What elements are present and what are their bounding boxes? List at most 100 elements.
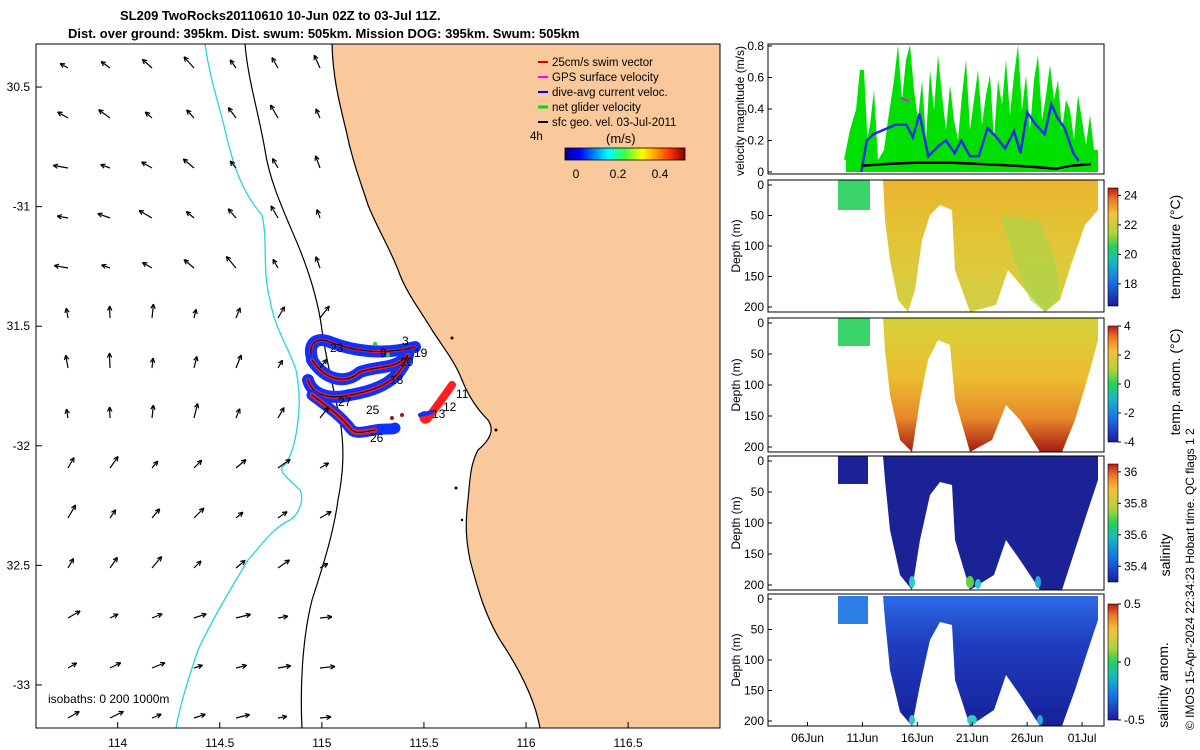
current-vector bbox=[235, 664, 247, 669]
current-vector-head bbox=[240, 459, 247, 465]
waypoint-label: 18 bbox=[390, 373, 404, 387]
current-vector bbox=[277, 715, 287, 719]
temp-anom-y-label: Depth (m) bbox=[729, 358, 743, 411]
current-vector bbox=[277, 407, 285, 419]
map-x-tick-label: 114.5 bbox=[205, 736, 234, 750]
current-vector-head bbox=[107, 406, 113, 412]
current-vector bbox=[277, 306, 286, 319]
current-vector bbox=[235, 559, 246, 569]
current-vector bbox=[182, 158, 195, 169]
current-vector bbox=[151, 613, 163, 619]
current-vector bbox=[193, 309, 197, 319]
current-vector-head bbox=[270, 205, 276, 211]
salinity-anom-block-early bbox=[838, 596, 868, 624]
current-vector-head bbox=[149, 357, 156, 363]
colorbar-tick-label: 0.5 bbox=[1124, 597, 1141, 611]
current-vector bbox=[57, 215, 69, 219]
colorbar-tick-label: 18 bbox=[1124, 277, 1138, 291]
colorbar-tick-label: -0.5 bbox=[1124, 713, 1145, 727]
current-vector bbox=[235, 354, 242, 369]
map-y-ticks: 30.5 -31 31.5 -32 32.5 -33 bbox=[7, 80, 42, 692]
current-vector-head bbox=[152, 460, 159, 467]
map-x-tick-label: 116.5 bbox=[614, 736, 643, 750]
depth-tick-label: 100 bbox=[744, 378, 764, 392]
current-vector bbox=[65, 355, 69, 369]
current-vector-head bbox=[241, 663, 248, 669]
current-vector-head bbox=[141, 261, 148, 267]
salinity-block-main bbox=[883, 456, 1098, 590]
current-vector-head bbox=[322, 562, 329, 568]
current-vector-head bbox=[327, 614, 333, 620]
current-vector-head bbox=[154, 508, 161, 514]
depth-tick-label: 100 bbox=[744, 653, 764, 667]
depth-tick-label: 0 bbox=[757, 178, 764, 192]
current-vector bbox=[185, 211, 195, 219]
depth-tick-label: 200 bbox=[744, 440, 764, 454]
current-vector-head bbox=[56, 214, 63, 220]
current-vector-head bbox=[229, 59, 235, 65]
depth-tick-label: 50 bbox=[751, 485, 765, 499]
depth-tick-label: 150 bbox=[744, 547, 764, 561]
current-vector bbox=[270, 205, 279, 219]
colorbar-tick-label: 0 bbox=[1124, 377, 1131, 391]
salinity-colorbar-label: salinity bbox=[1157, 534, 1173, 577]
current-vector-head bbox=[324, 305, 330, 312]
figure-title-line-2: Dist. over ground: 395km. Dist. swum: 50… bbox=[68, 26, 580, 41]
current-vector bbox=[101, 264, 111, 269]
salinity-anom-panel: Depth (m) salinity anom. 06Jun 11Jun 16Jun… bbox=[729, 593, 1171, 745]
current-vector-head bbox=[74, 710, 80, 716]
current-vector bbox=[316, 209, 321, 219]
current-vector-head bbox=[64, 408, 70, 415]
current-vector-head bbox=[112, 556, 119, 563]
current-vector bbox=[277, 458, 291, 469]
velocity-y-ticks: 0 0.2 0.4 0.6 0.8 bbox=[747, 39, 772, 179]
current-vector-head bbox=[330, 664, 336, 670]
colorbar-tick-label: -2 bbox=[1124, 406, 1135, 420]
salinity-panel: Depth (m) salinity bbox=[729, 455, 1173, 591]
current-vector-head bbox=[157, 612, 163, 618]
current-vector-head bbox=[237, 354, 243, 361]
depth-tick-label: 200 bbox=[744, 714, 764, 728]
speed-colorbar-unit: (m/s) bbox=[606, 131, 636, 146]
track-segment-south bbox=[306, 389, 401, 438]
current-vector-head bbox=[227, 106, 234, 113]
current-vector bbox=[235, 613, 251, 619]
net-glider-velocity-band bbox=[846, 45, 1098, 172]
current-vector bbox=[151, 460, 159, 469]
current-vector bbox=[319, 406, 330, 419]
current-vector-head bbox=[97, 212, 103, 218]
salinity-anom-block-main bbox=[883, 596, 1098, 726]
waypoint-dots bbox=[372, 341, 404, 420]
waypoint-label: 3 bbox=[402, 334, 409, 348]
temperature-colorbar-label: temperature (°C) bbox=[1167, 195, 1183, 299]
waypoint-label: 11 bbox=[456, 387, 469, 401]
temp-anom-block-main bbox=[883, 318, 1098, 452]
map-y-tick-label: -32 bbox=[13, 439, 31, 453]
current-vector bbox=[183, 259, 195, 269]
current-vector bbox=[151, 713, 162, 719]
current-vector-head bbox=[315, 209, 321, 215]
temperature-colorbar bbox=[1107, 187, 1119, 307]
colorbar-tick-label: 4 bbox=[1124, 319, 1131, 333]
depth-tick-label: 150 bbox=[744, 270, 764, 284]
current-vector bbox=[193, 613, 207, 619]
colorbar-tick-label: 35.8 bbox=[1124, 496, 1148, 510]
waypoint-label: 20 bbox=[400, 355, 414, 369]
velocity-series bbox=[860, 97, 1091, 173]
current-vector-head bbox=[322, 358, 328, 365]
current-vector-head bbox=[156, 713, 162, 719]
current-vector-head bbox=[113, 456, 119, 462]
temp-anom-panel: Depth (m) temp. anom. (°C) bbox=[729, 317, 1183, 453]
current-vector bbox=[97, 212, 111, 219]
current-vector-head bbox=[225, 255, 232, 262]
track-segment-loop bbox=[302, 349, 414, 403]
salinity-highlights bbox=[909, 576, 1041, 589]
current-vector bbox=[109, 710, 124, 719]
current-vector bbox=[59, 62, 69, 69]
map-axes-frame bbox=[35, 43, 721, 729]
salinity-block-early bbox=[838, 456, 868, 484]
current-vector bbox=[277, 665, 291, 669]
velocity-series-line bbox=[861, 161, 1091, 171]
